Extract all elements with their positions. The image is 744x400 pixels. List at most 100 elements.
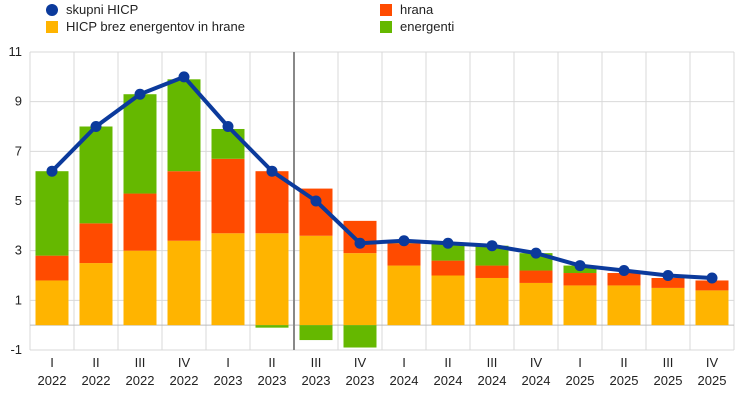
- point-total-hicp: [266, 165, 278, 177]
- bar-energy: [167, 79, 201, 172]
- bar-core: [35, 280, 69, 326]
- y-tick-label: 7: [15, 143, 22, 158]
- y-tick-label: -1: [10, 342, 22, 357]
- x-tick-quarter: III: [135, 355, 146, 370]
- bar-food: [167, 171, 201, 241]
- bar-food: [255, 171, 289, 234]
- x-tick-quarter: IV: [178, 355, 191, 370]
- bar-core: [343, 253, 377, 326]
- x-tick-year: 2024: [478, 373, 507, 388]
- bar-food: [519, 270, 553, 283]
- x-tick-quarter: I: [578, 355, 582, 370]
- bar-core: [651, 287, 685, 326]
- bar-food: [387, 243, 421, 266]
- point-total-hicp: [486, 240, 498, 252]
- bar-energy: [299, 325, 333, 341]
- x-tick-year: 2022: [82, 373, 111, 388]
- legend: skupni HICP hrana HICP brez energentov i…: [0, 0, 744, 40]
- point-total-hicp: [662, 270, 674, 281]
- x-tick-year: 2022: [126, 373, 155, 388]
- y-tick-label: 9: [15, 94, 22, 109]
- x-tick-year: 2025: [654, 373, 683, 388]
- x-tick-year: 2022: [38, 373, 67, 388]
- point-total-hicp: [46, 165, 58, 177]
- x-tick-quarter: IV: [354, 355, 367, 370]
- bar-core: [167, 240, 201, 326]
- point-total-hicp: [398, 235, 410, 247]
- bar-core: [255, 233, 289, 326]
- x-tick-quarter: III: [487, 355, 498, 370]
- x-tick-year: 2024: [522, 373, 551, 388]
- bar-energy: [475, 245, 509, 266]
- y-tick-label: 3: [15, 243, 22, 258]
- bar-food: [211, 158, 245, 234]
- legend-label-total-hicp: skupni HICP: [66, 2, 139, 17]
- x-tick-year: 2023: [302, 373, 331, 388]
- point-total-hicp: [442, 237, 454, 249]
- point-total-hicp: [618, 265, 630, 277]
- bar-core: [79, 263, 113, 326]
- bar-food: [431, 260, 465, 276]
- x-tick-year: 2025: [698, 373, 727, 388]
- point-total-hicp: [706, 272, 718, 284]
- bar-energy: [79, 126, 113, 224]
- bar-energy: [431, 243, 465, 261]
- x-tick-quarter: IV: [706, 355, 719, 370]
- bar-energy: [35, 171, 69, 256]
- point-total-hicp: [530, 247, 542, 259]
- bar-core: [475, 277, 509, 326]
- x-tick-quarter: II: [92, 355, 99, 370]
- point-total-hicp: [354, 237, 366, 249]
- bar-core: [563, 285, 597, 326]
- x-tick-year: 2023: [258, 373, 287, 388]
- bar-food: [607, 273, 641, 286]
- bar-core: [387, 265, 421, 326]
- x-tick-year: 2023: [214, 373, 243, 388]
- bar-energy: [343, 325, 377, 348]
- bar-core: [519, 282, 553, 326]
- bar-food: [563, 273, 597, 286]
- point-total-hicp: [574, 260, 586, 272]
- x-tick-year: 2024: [390, 373, 419, 388]
- bar-core: [123, 250, 157, 326]
- y-tick-label: 5: [15, 193, 22, 208]
- point-total-hicp: [222, 121, 234, 132]
- x-tick-year: 2025: [566, 373, 595, 388]
- x-tick-year: 2024: [434, 373, 463, 388]
- legend-swatch-food: [380, 4, 392, 16]
- point-total-hicp: [310, 195, 322, 207]
- legend-swatch-total-hicp: [46, 4, 58, 16]
- point-total-hicp: [90, 121, 102, 132]
- x-tick-year: 2025: [610, 373, 639, 388]
- x-tick-quarter: I: [50, 355, 54, 370]
- x-tick-quarter: II: [620, 355, 627, 370]
- bar-core: [431, 275, 465, 326]
- x-tick-year: 2023: [346, 373, 375, 388]
- x-tick-quarter: II: [444, 355, 451, 370]
- y-tick-label: 11: [9, 44, 23, 59]
- point-total-hicp: [178, 71, 190, 83]
- line-total-hicp: [50, 74, 713, 280]
- bar-core: [299, 235, 333, 326]
- bar-energy: [255, 325, 289, 328]
- legend-swatch-energy: [380, 21, 392, 33]
- x-tick-quarter: III: [663, 355, 674, 370]
- legend-label-food: hrana: [400, 2, 434, 17]
- bar-food: [695, 280, 729, 291]
- bar-core: [211, 233, 245, 326]
- bar-core: [695, 290, 729, 326]
- bar-energy: [211, 128, 245, 159]
- x-tick-quarter: III: [311, 355, 322, 370]
- bar-energy: [123, 94, 157, 194]
- bar-food: [475, 265, 509, 278]
- bar-core: [607, 285, 641, 326]
- y-tick-label: 1: [15, 292, 22, 307]
- x-tick-quarter: IV: [530, 355, 543, 370]
- bar-food: [35, 255, 69, 281]
- legend-swatch-core: [46, 21, 58, 33]
- legend-label-core: HICP brez energentov in hrane: [66, 19, 245, 34]
- bar-food: [651, 277, 685, 288]
- bar-food: [79, 223, 113, 264]
- point-total-hicp: [134, 88, 146, 100]
